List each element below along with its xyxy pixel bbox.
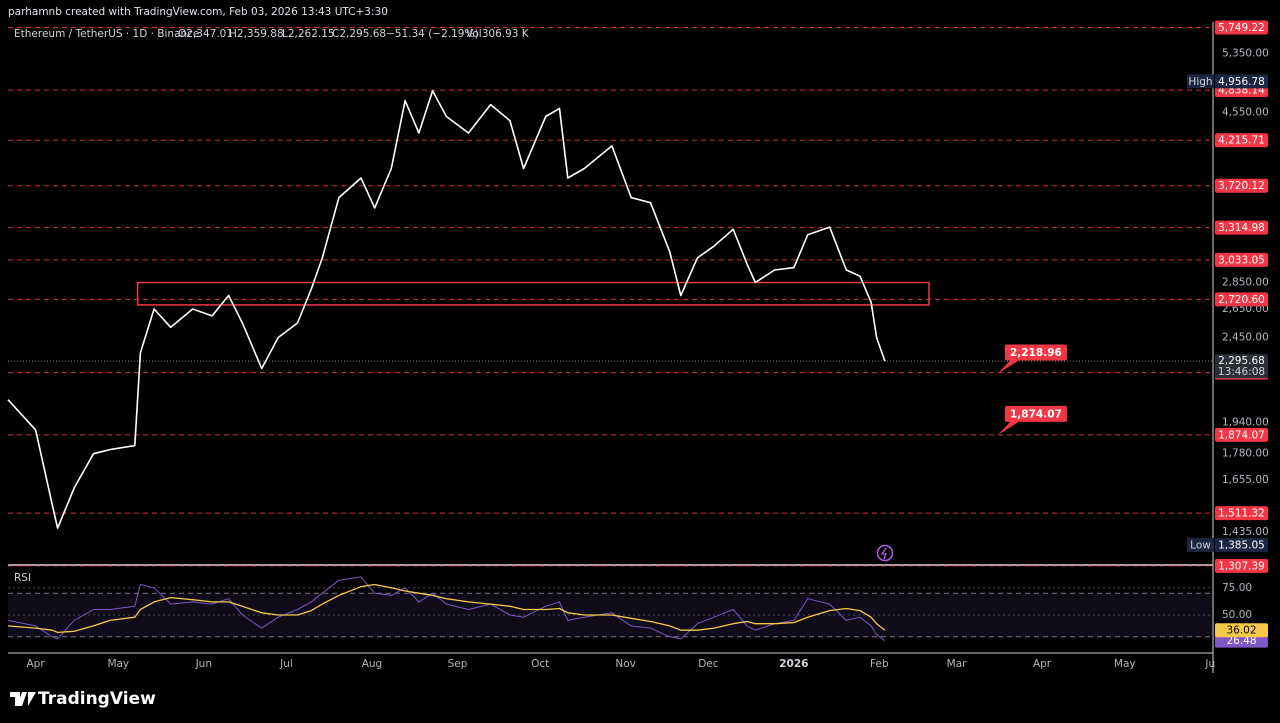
level-label: 4,215.71 bbox=[1218, 135, 1265, 147]
callout-label: 2,218.96 bbox=[1010, 347, 1062, 359]
x-tick-label: Apr bbox=[1033, 658, 1052, 670]
series-line bbox=[7, 576, 886, 642]
legend-change: −51.34 (−2.19%) bbox=[386, 28, 479, 40]
x-tick-label: Dec bbox=[698, 658, 719, 670]
level-label: 3,720.12 bbox=[1218, 180, 1265, 192]
legend-high: H2,359.88 bbox=[229, 28, 284, 40]
rsi-tick-label: 50.00 bbox=[1222, 609, 1252, 621]
level-label-bg bbox=[1215, 220, 1268, 235]
level-label: 3,033.05 bbox=[1218, 254, 1265, 266]
y-tick-label: 1,655.00 bbox=[1222, 474, 1269, 486]
high-label: 4,956.78 bbox=[1218, 76, 1265, 88]
high-tag: High bbox=[1188, 76, 1212, 88]
high-tag-bg bbox=[1187, 74, 1214, 89]
low-marker bbox=[1215, 537, 1268, 552]
level-label-bg bbox=[1215, 133, 1268, 148]
x-tick-label: Ju bbox=[1204, 658, 1215, 670]
x-tick-label: Oct bbox=[531, 658, 549, 670]
level-label-bg bbox=[1215, 506, 1268, 521]
x-tick-label: Aug bbox=[362, 658, 383, 670]
y-tick-label: 1,435.00 bbox=[1222, 526, 1269, 538]
callout-pointer bbox=[997, 419, 1022, 435]
alert-icon-bolt bbox=[880, 547, 887, 560]
level-label: 1,307.39 bbox=[1218, 560, 1265, 572]
low-tag: Low bbox=[1190, 539, 1211, 551]
rsi-value-label: 36.02 bbox=[1226, 625, 1256, 637]
x-tick-label: Sep bbox=[448, 658, 468, 670]
x-tick-label: May bbox=[107, 658, 129, 670]
x-tick-label: Apr bbox=[26, 658, 45, 670]
last-price-label: 2,295.68 bbox=[1218, 355, 1265, 367]
level-label-bg bbox=[1215, 427, 1268, 442]
level-label-bg bbox=[1215, 20, 1268, 35]
high-marker bbox=[1215, 74, 1268, 89]
y-tick-label: 2,850.00 bbox=[1222, 277, 1269, 289]
y-tick-label: 5,350.00 bbox=[1222, 48, 1269, 60]
callout-bg bbox=[1004, 405, 1067, 422]
countdown: 13:46:08 bbox=[1218, 366, 1265, 378]
last-price-bg bbox=[1215, 354, 1268, 379]
y-tick-label: 1,940.00 bbox=[1222, 416, 1269, 428]
callout-pointer bbox=[997, 358, 1022, 374]
level-label-bg bbox=[1215, 292, 1268, 307]
low-tag-bg bbox=[1187, 537, 1214, 552]
legend-volume: Vol306.93 K bbox=[466, 28, 530, 40]
level-label-bg bbox=[1215, 558, 1268, 573]
rsi-title: RSI bbox=[14, 572, 31, 584]
level-label-bg bbox=[1215, 252, 1268, 267]
rsi-value-label: 26.48 bbox=[1226, 635, 1256, 647]
legend-close: C2,295.68 bbox=[332, 28, 386, 40]
x-tick-label: May bbox=[1114, 658, 1136, 670]
x-tick-label: Mar bbox=[947, 658, 967, 670]
level-label: 3,314.98 bbox=[1218, 222, 1265, 234]
zone bbox=[136, 281, 930, 306]
x-tick-label: Nov bbox=[615, 658, 636, 670]
attribution: parhamnb created with TradingView.com, F… bbox=[8, 6, 388, 18]
level-label: 5,749.22 bbox=[1218, 22, 1265, 34]
rsi-value-label-bg bbox=[1215, 623, 1268, 638]
brand-name: TradingView bbox=[38, 689, 156, 709]
series-line bbox=[7, 90, 886, 529]
level-label-bg bbox=[1215, 178, 1268, 193]
series-line bbox=[7, 583, 886, 634]
legend-open: O2,347.01 bbox=[178, 28, 233, 40]
y-tick-label: 2,450.00 bbox=[1222, 332, 1269, 344]
x-tick-label: Feb bbox=[870, 658, 889, 670]
legend-low: L2,262.15 bbox=[282, 28, 335, 40]
rsi-tick-label: 75.00 bbox=[1222, 582, 1252, 594]
level-label: 1,511.32 bbox=[1218, 508, 1265, 520]
alert-icon[interactable] bbox=[876, 544, 894, 562]
x-tick-label: Jun bbox=[195, 658, 212, 670]
y-tick-label: 4,550.00 bbox=[1222, 106, 1269, 118]
y-tick-label: 1,780.00 bbox=[1222, 448, 1269, 460]
callout-bg bbox=[1004, 344, 1067, 361]
callout-label: 1,874.07 bbox=[1010, 408, 1062, 420]
level-label: 2,720.60 bbox=[1218, 294, 1265, 306]
level-label: 1,874.07 bbox=[1218, 429, 1265, 441]
x-tick-label: 2026 bbox=[779, 658, 808, 670]
legend-symbol: Ethereum / TetherUS · 1D · Binance bbox=[14, 28, 199, 40]
x-tick-label: Jul bbox=[279, 658, 293, 670]
low-label: 1,385.05 bbox=[1218, 539, 1265, 551]
brand-logo bbox=[10, 692, 36, 706]
